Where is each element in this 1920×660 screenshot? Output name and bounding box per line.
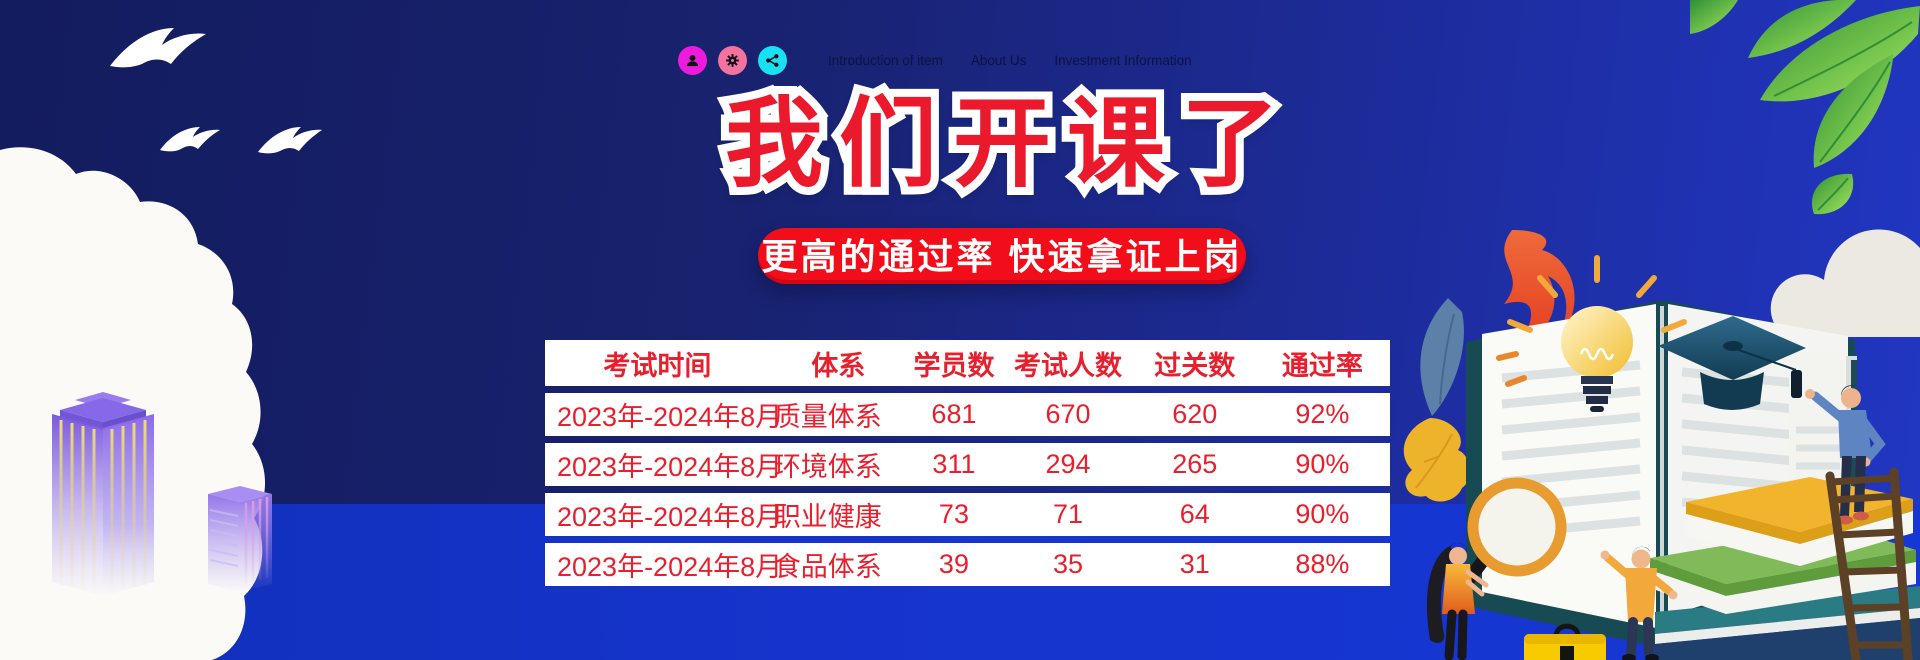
cell-students: 73: [938, 499, 969, 529]
man-figure: [1600, 546, 1678, 660]
cell-system: 职业健康: [773, 502, 882, 532]
cell-examinees: 670: [1045, 399, 1091, 429]
birds: [110, 28, 322, 154]
cell-system: 质量体系: [773, 402, 882, 432]
user-icon[interactable]: [678, 46, 707, 75]
magnifying-glass-and-woman: [1426, 477, 1567, 660]
blue-leaf-vein: [1439, 313, 1455, 405]
briefcase-icon: [1524, 623, 1606, 660]
top-nav: Introduction of item About Us Investment…: [678, 46, 1192, 75]
cell-passed: 64: [1179, 499, 1210, 529]
buildings: [52, 392, 272, 596]
table-row: 2023年-2024年8月 食品体系 39 35 31 88%: [545, 543, 1390, 586]
table-row: 2023年-2024年8月 环境体系 311 294 265 90%: [545, 443, 1390, 486]
left-scene-illustration: [0, 28, 322, 660]
cell-rate: 92%: [1295, 399, 1350, 429]
cell-system: 环境体系: [773, 452, 882, 482]
exam-results-table: 考试时间 体系 学员数 考试人数 过关数 通过率 2023年-2024年8月 质…: [545, 340, 1390, 586]
hero-title-wrap: 我们开课了 我们开课了: [470, 80, 1550, 208]
column-header-examinees: 考试人数: [1014, 350, 1123, 381]
nav-links: Introduction of item About Us Investment…: [828, 46, 1192, 75]
cell-time: 2023年-2024年8月: [557, 552, 783, 582]
graduation-cap-icon: [1658, 316, 1806, 410]
column-header-passed: 过关数: [1154, 350, 1236, 381]
column-header-students: 学员数: [913, 350, 995, 381]
cell-passed: 265: [1172, 449, 1218, 479]
cell-passed: 620: [1172, 399, 1218, 429]
ladder: [1825, 467, 1913, 660]
right-scene-illustration: [1403, 229, 1920, 660]
cell-rate: 88%: [1295, 549, 1350, 579]
corner-leaves: [1690, 0, 1920, 215]
column-header-rate: 通过率: [1281, 350, 1363, 381]
lightbulb-icon: [1496, 255, 1687, 412]
cell-examinees: 35: [1052, 549, 1084, 579]
cell-students: 681: [931, 399, 977, 429]
cell-examinees: 294: [1045, 449, 1091, 479]
cell-examinees: 71: [1052, 499, 1084, 529]
decorative-plants: [1403, 230, 1575, 502]
cell-students: 39: [938, 549, 969, 579]
column-header-system: 体系: [811, 350, 866, 381]
page-title-outline: 我们开课了: [717, 80, 1295, 206]
cell-time: 2023年-2024年8月: [557, 452, 783, 482]
cell-students: 311: [932, 449, 976, 479]
table-row: 2023年-2024年8月 质量体系 681 670 620 92%: [545, 393, 1390, 436]
share-icon[interactable]: [758, 46, 787, 75]
table-header-row: 考试时间 体系 学员数 考试人数 过关数 通过率: [545, 340, 1390, 386]
cell-time: 2023年-2024年8月: [557, 502, 783, 532]
column-header-time: 考试时间: [603, 350, 712, 381]
page-title: 我们开课了: [724, 88, 1295, 198]
subtitle-banner: 更高的通过率 快速拿证上岗: [758, 228, 1246, 284]
yellow-leaf-vein: [1415, 433, 1453, 489]
nav-link-introduction[interactable]: Introduction of item: [828, 53, 943, 68]
blue-leaf: [1420, 298, 1464, 416]
cell-system: 食品体系: [773, 552, 882, 582]
cell-rate: 90%: [1295, 449, 1350, 479]
table-row: 2023年-2024年8月 职业健康 73 71 64 90%: [545, 493, 1390, 536]
gear-icon[interactable]: [718, 46, 747, 75]
flame-leaf: [1504, 230, 1575, 350]
cell-rate: 90%: [1295, 499, 1350, 529]
cell-passed: 31: [1179, 549, 1210, 579]
cloud-right: [1770, 229, 1920, 337]
cell-time: 2023年-2024年8月: [557, 402, 783, 432]
nav-link-investment[interactable]: Investment Information: [1054, 53, 1192, 68]
nav-link-about-us[interactable]: About Us: [970, 53, 1027, 68]
